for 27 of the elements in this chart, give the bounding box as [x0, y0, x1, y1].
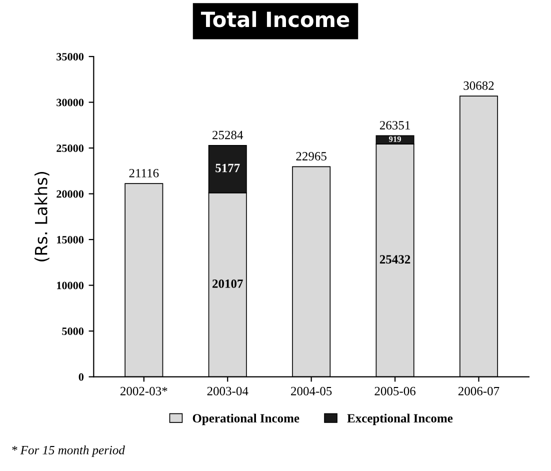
y-axis-title: (Rs. Lakhs) [34, 172, 50, 262]
y-tick-label: 5000 [62, 328, 84, 336]
data-label: 25432 [380, 255, 410, 264]
x-tick-label: 2002-03* [120, 386, 168, 396]
total-label: 26351 [380, 121, 410, 130]
total-label: 25284 [212, 130, 244, 140]
chart-title: Total Income [200, 11, 350, 28]
y-tick-label: 30000 [56, 98, 84, 106]
x-tick-label: 2006-07 [458, 386, 500, 396]
data-label: 20107 [212, 279, 243, 288]
x-tick-label: 2003-04 [207, 386, 248, 396]
data-label: 5177 [216, 164, 240, 172]
x-tick-label: 2005-06 [374, 386, 416, 396]
y-tick-label: 20000 [56, 190, 84, 198]
legend-label: Exceptional Income [347, 414, 453, 426]
total-label: 30682 [464, 81, 494, 90]
y-tick-label: 0 [78, 373, 84, 381]
data-label: 919 [389, 136, 401, 142]
y-tick-label: 10000 [57, 282, 84, 290]
text: * For 15 month period [12, 446, 125, 457]
x-tick-label: 2004-05 [291, 386, 332, 396]
y-tick-label: 15000 [57, 236, 84, 244]
y-tick-label: 25000 [56, 144, 84, 152]
total-label: 21116 [129, 168, 159, 178]
y-tick-label: 35000 [56, 52, 84, 60]
legend-label: Operational Income [192, 414, 300, 426]
total-label: 22965 [296, 152, 326, 160]
